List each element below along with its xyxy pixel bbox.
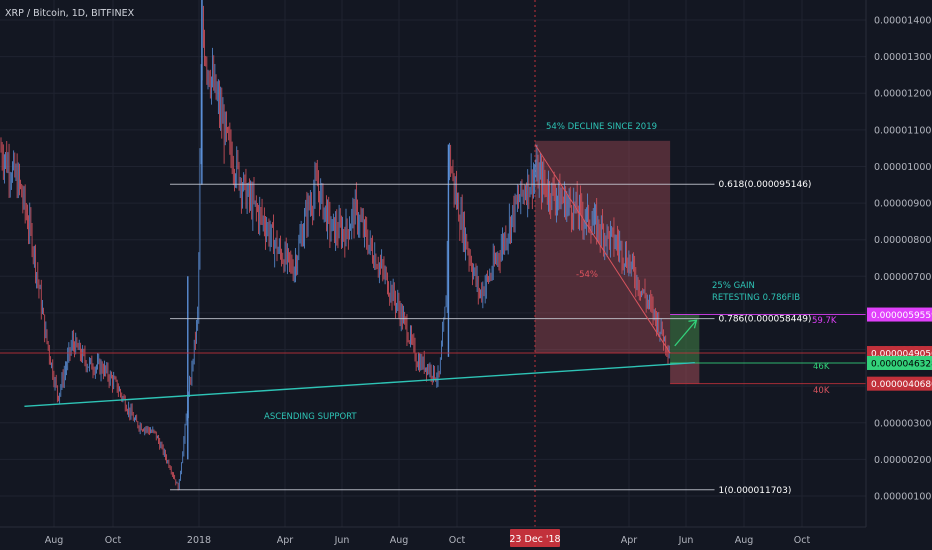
x-tick-label: Apr: [277, 535, 294, 546]
x-tick-label: Oct: [105, 535, 122, 546]
x-tick-label: Jun: [334, 535, 350, 546]
y-tick-label: 0.0000070000: [874, 272, 932, 283]
fib-label: 0.618(0.000095146): [719, 180, 812, 190]
price-badge: [867, 355, 932, 370]
decline-percent: -54%: [576, 270, 598, 280]
price-badge: [867, 376, 932, 391]
y-tick-label: 0.0000020000: [874, 455, 932, 466]
label-46k: 46K: [813, 362, 830, 372]
price-badge-label: 0.0000046328: [871, 359, 932, 369]
x-tick-label: Jun: [678, 535, 694, 546]
y-tick-label: 0.0000110000: [874, 125, 932, 136]
fib-labels: 0.618(0.000095146) 0.786(0.000058449) 1(0.…: [719, 180, 812, 496]
y-tick-label: 0.0000140000: [874, 16, 932, 27]
gain-arrow-shaft: [674, 319, 697, 347]
drawing-lines: [0, 144, 866, 491]
y-tick-label: 0.0000120000: [874, 89, 932, 100]
price-badge-label: 0.0000040680: [871, 380, 932, 390]
y-tick-label: 0.0000080000: [874, 235, 932, 246]
y-tick-label: 0.0000090000: [874, 199, 932, 210]
y-tick-label: 0.0000100000: [874, 162, 932, 173]
annotation-texts: XRP / Bitcoin, 1D, BITFINEX 54% DECLINE …: [5, 8, 837, 422]
gain-title: 25% GAIN: [712, 281, 755, 291]
gain-arrow-head: [688, 319, 698, 329]
price-badge: [867, 307, 932, 322]
stop-box: [670, 362, 700, 384]
x-tick-label: Oct: [449, 535, 466, 546]
decline-trend-line: [534, 144, 671, 354]
x-tick-label: Oct: [794, 535, 811, 546]
annotation-boxes: [535, 140, 700, 384]
x-tick-label: 2018: [187, 535, 211, 546]
x-tick-label: Aug: [390, 535, 409, 546]
gain-subtitle: RETESTING 0.786FIB: [712, 293, 800, 303]
decline-title: 54% DECLINE SINCE 2019: [546, 122, 657, 132]
price-badge-label: 0.0000059559: [871, 311, 932, 321]
x-tick-label: Aug: [45, 535, 64, 546]
chart-title: XRP / Bitcoin, 1D, BITFINEX: [5, 8, 135, 19]
candles: [0, 0, 670, 491]
x-tick-label: Aug: [735, 535, 754, 546]
support-label: ASCENDING SUPPORT: [264, 412, 357, 422]
crosshair-date-label: 23 Dec '18: [509, 534, 560, 545]
ascending-support-line: [24, 362, 695, 407]
price-badge-label: 0.0000049050: [871, 350, 932, 360]
fib-label: 1(0.000011703): [719, 486, 792, 496]
x-tick-label: Apr: [621, 535, 638, 546]
label-59-7k: 59.7K: [812, 316, 837, 326]
label-40k: 40K: [813, 386, 830, 396]
y-tick-label: 0.0000030000: [874, 418, 932, 429]
y-tick-label: 0.0000010000: [874, 492, 932, 503]
fib-label: 0.786(0.000058449): [719, 315, 812, 325]
crosshair-date-badge: [510, 529, 560, 547]
y-tick-label: 0.0000130000: [874, 52, 932, 63]
